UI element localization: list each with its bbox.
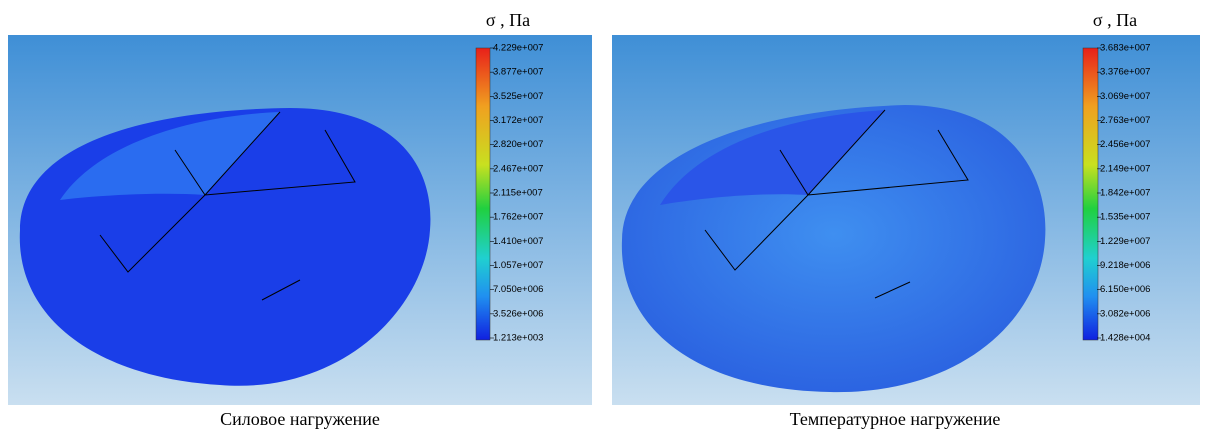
scale-label: 7.050e+006 [493,284,543,295]
scale-label: 1.535e+007 [1100,212,1150,223]
color-scale [1083,48,1098,340]
scale-label: 3.376e+007 [1100,67,1150,78]
scale-label: 1.842e+007 [1100,188,1150,199]
scale-label: 3.877e+007 [493,67,543,78]
figure: σ , Па 4.229e+007 3.877e+007 3.525e+007 3.17… [0,0,1208,434]
scale-label: 3.069e+007 [1100,91,1150,102]
scale-label: 6.150e+006 [1100,284,1150,295]
scale-label: 9.218e+006 [1100,260,1150,271]
scale-label: 2.149e+007 [1100,163,1150,174]
scale-label: 3.172e+007 [493,115,543,126]
scale-label: 3.683e+007 [1100,43,1150,54]
scale-label: 1.229e+007 [1100,236,1150,247]
scale-label: 1.410e+007 [493,236,543,247]
scale-label: 2.456e+007 [1100,139,1150,150]
scale-label: 2.820e+007 [493,139,543,150]
scale-label: 4.229e+007 [493,43,543,54]
page: σ , Па 4.229e+007 3.877e+007 3.525e+007 3.17… [0,0,1208,434]
color-scale [476,48,490,340]
unit-label: σ , Па [1093,10,1137,30]
scale-label: 2.115e+007 [493,188,543,199]
scale-label: 2.763e+007 [1100,115,1150,126]
scale-label: 1.428e+004 [1100,333,1150,344]
caption: Температурное нагружение [790,409,1001,429]
scale-label: 2.467e+007 [493,163,543,174]
scale-label: 3.526e+006 [493,308,543,319]
scale-label: 1.057e+007 [493,260,543,271]
scale-label: 1.762e+007 [493,212,543,223]
unit-label: σ , Па [486,10,530,30]
caption: Силовое нагружение [220,409,380,429]
scale-label: 3.082e+006 [1100,308,1150,319]
scale-label: 3.525e+007 [493,91,543,102]
scale-label: 1.213e+003 [493,333,543,344]
